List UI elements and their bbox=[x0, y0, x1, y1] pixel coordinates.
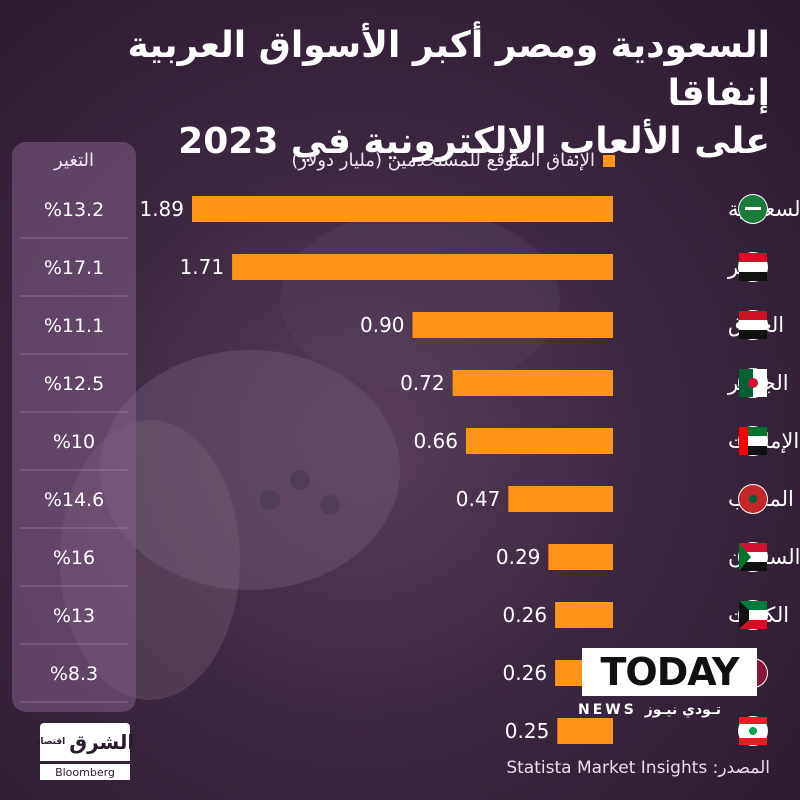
title-line-2: على الألعاب الإلكترونية في 2023 bbox=[178, 121, 770, 162]
uae-flag-part-1 bbox=[739, 436, 767, 446]
iraq-flag-part-1 bbox=[739, 320, 767, 330]
value-label-8: 0.26 bbox=[503, 661, 548, 685]
asharq-logo-text: الشرق bbox=[69, 730, 135, 754]
value-label-6: 0.29 bbox=[496, 545, 541, 569]
value-label-0: 1.89 bbox=[139, 197, 184, 221]
legend-label: الإنفاق المتوقع للمستخدمين (مليار دولار) bbox=[291, 150, 595, 171]
uae-flag-part-2 bbox=[739, 446, 767, 455]
bar-3 bbox=[452, 370, 613, 396]
iraq-flag-part-0 bbox=[739, 311, 767, 320]
change-label-7: %13 bbox=[53, 605, 95, 627]
value-label-1: 1.71 bbox=[180, 255, 225, 279]
algeria-flag-part-2 bbox=[748, 378, 758, 388]
title-line-1: السعودية ومصر أكبر الأسواق العربية إنفاق… bbox=[127, 25, 771, 114]
source-note: المصدر: Statista Market Insights bbox=[506, 758, 770, 778]
algeria-flag-part-0 bbox=[739, 369, 753, 397]
today-logo: TODAY bbox=[582, 648, 757, 696]
bar-2 bbox=[412, 312, 613, 338]
lebanon-flag-part-1 bbox=[739, 717, 767, 724]
iraq-flag-part-2 bbox=[739, 330, 767, 339]
sudan-flag-part-1 bbox=[739, 552, 767, 562]
change-label-3: %12.5 bbox=[44, 373, 104, 395]
egypt-flag-part-1 bbox=[739, 262, 767, 272]
uae-flag-part-0 bbox=[739, 427, 767, 436]
bar-5 bbox=[508, 486, 613, 512]
asharq-logo-sub: Bloomberg bbox=[40, 764, 130, 780]
morocco-flag-part-1 bbox=[749, 495, 757, 503]
lebanon-flag-part-3 bbox=[749, 727, 757, 735]
value-label-5: 0.47 bbox=[456, 487, 501, 511]
egypt-flag-part-2 bbox=[739, 272, 767, 281]
change-panel bbox=[12, 142, 136, 712]
legend: الإنفاق المتوقع للمستخدمين (مليار دولار) bbox=[291, 150, 615, 171]
bar-1 bbox=[232, 254, 613, 280]
legend-swatch bbox=[603, 154, 615, 167]
kuwait-flag-part-2 bbox=[739, 620, 767, 629]
bar-6 bbox=[548, 544, 613, 570]
change-label-4: %10 bbox=[53, 431, 95, 453]
value-label-2: 0.90 bbox=[360, 313, 405, 337]
change-label-5: %14.6 bbox=[44, 489, 104, 511]
uae-flag-part-3 bbox=[739, 427, 748, 455]
bar-0 bbox=[192, 196, 613, 222]
value-label-9: 0.25 bbox=[505, 719, 550, 743]
egypt-flag-part-0 bbox=[739, 253, 767, 262]
change-label-6: %16 bbox=[53, 547, 95, 569]
value-label-3: 0.72 bbox=[400, 371, 445, 395]
change-header: التغير bbox=[54, 150, 94, 171]
bar-7 bbox=[555, 602, 613, 628]
algeria-flag-part-1 bbox=[753, 369, 767, 397]
saudi-flag-part-1 bbox=[745, 207, 761, 210]
bar-4 bbox=[465, 428, 613, 454]
sudan-flag-part-0 bbox=[739, 543, 767, 552]
asharq-logo: الشرق اقتصاد Bloomberg bbox=[36, 723, 134, 781]
kuwait-flag-part-1 bbox=[739, 610, 767, 620]
kuwait-flag-part-3 bbox=[739, 601, 749, 629]
change-label-2: %11.1 bbox=[44, 315, 104, 337]
asharq-logo-small: اقتصاد bbox=[35, 737, 66, 747]
today-logo-sub: NEWS تـودي نيـوز bbox=[578, 702, 721, 718]
value-label-4: 0.66 bbox=[413, 429, 458, 453]
chart-title: السعودية ومصر أكبر الأسواق العربية إنفاق… bbox=[20, 22, 771, 166]
sudan-flag-part-2 bbox=[739, 562, 767, 571]
sudan-flag-part-3 bbox=[739, 543, 751, 571]
value-label-7: 0.26 bbox=[503, 603, 548, 627]
change-label-8: %8.3 bbox=[50, 663, 98, 685]
bar-9 bbox=[557, 718, 613, 744]
lebanon-flag-part-2 bbox=[739, 738, 767, 745]
change-label-1: %17.1 bbox=[44, 257, 104, 279]
kuwait-flag-part-0 bbox=[739, 601, 767, 610]
change-label-0: %13.2 bbox=[44, 199, 104, 221]
